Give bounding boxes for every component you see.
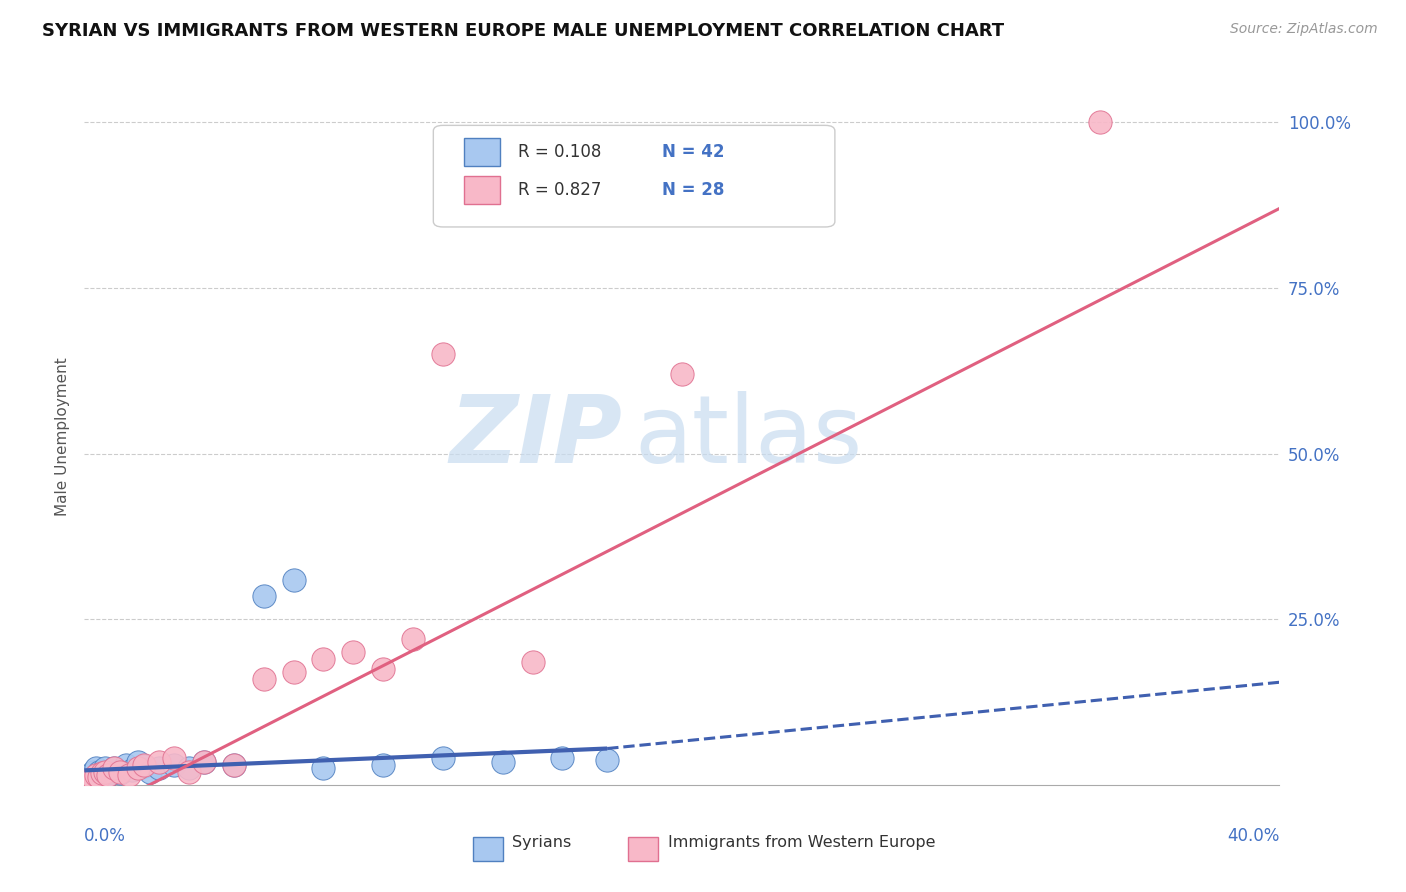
Point	[177, 764, 200, 779]
Point	[97, 768, 120, 782]
Point	[222, 758, 245, 772]
Text: SYRIAN VS IMMIGRANTS FROM WESTERN EUROPE MALE UNEMPLOYMENT CORRELATION CHART: SYRIAN VS IMMIGRANTS FROM WESTERN EUROPE…	[42, 22, 1004, 40]
Point	[82, 774, 104, 789]
Point	[76, 774, 98, 789]
Point	[76, 772, 98, 787]
Point	[82, 764, 104, 779]
FancyBboxPatch shape	[472, 837, 503, 862]
Point	[312, 652, 335, 666]
Point	[94, 761, 117, 775]
Point	[86, 772, 108, 787]
Point	[89, 772, 111, 786]
Text: Source: ZipAtlas.com: Source: ZipAtlas.com	[1230, 22, 1378, 37]
Point	[222, 758, 245, 772]
Point	[89, 770, 111, 784]
Point	[76, 772, 98, 786]
Point	[86, 761, 108, 775]
Point	[342, 645, 364, 659]
Point	[94, 772, 117, 786]
Point	[86, 768, 108, 782]
Point	[163, 758, 186, 772]
Point	[110, 766, 132, 780]
Point	[91, 766, 114, 780]
Point	[76, 774, 98, 789]
Point	[127, 755, 149, 769]
Point	[79, 768, 101, 782]
Point	[432, 751, 454, 765]
Point	[79, 774, 101, 789]
Point	[100, 764, 122, 779]
Point	[551, 751, 574, 765]
Point	[91, 766, 114, 780]
Point	[118, 768, 141, 782]
Point	[522, 656, 544, 670]
Point	[110, 764, 132, 779]
Text: atlas: atlas	[634, 391, 862, 483]
Point	[371, 758, 394, 772]
Point	[103, 761, 125, 775]
Point	[253, 672, 276, 686]
Point	[148, 755, 170, 769]
Point	[671, 367, 693, 381]
Point	[94, 764, 117, 779]
Point	[82, 772, 104, 786]
Point	[82, 772, 104, 786]
Point	[1088, 115, 1111, 129]
Point	[79, 772, 101, 787]
Point	[89, 764, 111, 779]
Point	[79, 772, 101, 787]
Point	[127, 761, 149, 775]
Point	[596, 753, 619, 767]
Text: R = 0.108: R = 0.108	[519, 143, 602, 161]
Point	[163, 751, 186, 765]
Point	[177, 761, 200, 775]
Point	[121, 764, 143, 778]
FancyBboxPatch shape	[464, 177, 501, 204]
Text: Syrians: Syrians	[512, 835, 571, 849]
Point	[97, 768, 120, 782]
Point	[402, 632, 425, 647]
Point	[139, 764, 162, 779]
Point	[86, 768, 108, 782]
FancyBboxPatch shape	[464, 138, 501, 166]
Point	[283, 573, 305, 587]
Text: N = 42: N = 42	[662, 143, 724, 161]
Point	[115, 758, 138, 772]
Text: Immigrants from Western Europe: Immigrants from Western Europe	[668, 835, 935, 849]
Point	[371, 662, 394, 676]
Point	[492, 755, 515, 769]
Point	[283, 665, 305, 680]
Point	[432, 347, 454, 361]
Point	[79, 770, 101, 784]
Point	[253, 589, 276, 603]
Point	[193, 755, 215, 769]
Point	[103, 761, 125, 775]
FancyBboxPatch shape	[628, 837, 658, 862]
Text: 40.0%: 40.0%	[1227, 827, 1279, 845]
Point	[82, 768, 104, 782]
Point	[148, 761, 170, 775]
Text: N = 28: N = 28	[662, 181, 724, 199]
Text: 0.0%: 0.0%	[84, 827, 127, 845]
Point	[312, 761, 335, 775]
Text: ZIP: ZIP	[450, 391, 621, 483]
Point	[132, 758, 156, 772]
Y-axis label: Male Unemployment: Male Unemployment	[55, 358, 70, 516]
Point	[132, 759, 156, 773]
Point	[193, 755, 215, 769]
Text: R = 0.827: R = 0.827	[519, 181, 602, 199]
FancyBboxPatch shape	[433, 126, 835, 227]
Point	[91, 770, 114, 784]
